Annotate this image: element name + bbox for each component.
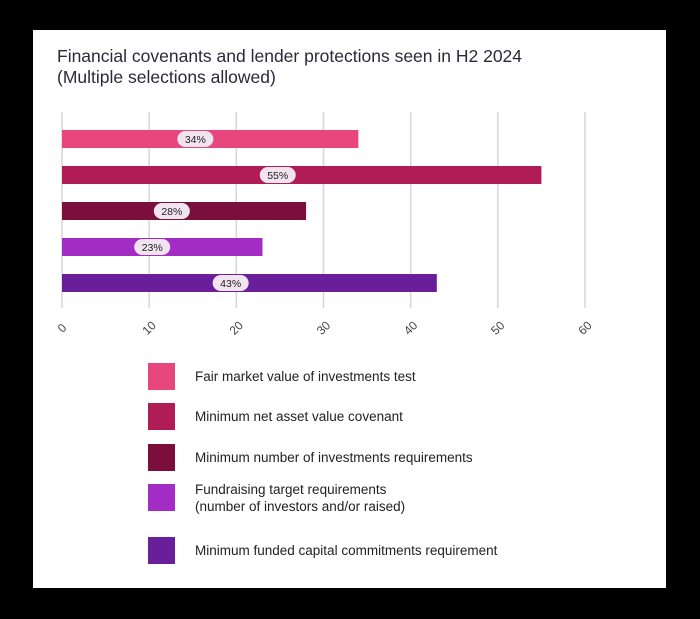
legend-label: Fundraising target requirements (number … [195,481,406,514]
legend-swatch [148,403,175,430]
data-label-pill [259,167,296,183]
legend-label: Fair market value of investments test [195,369,416,384]
bar [62,274,437,292]
x-tick-label: 20 [227,318,247,338]
data-label-pill [212,275,249,291]
data-label-pill [134,239,171,255]
x-tick-label: 0 [55,320,70,335]
chart-subtitle: (Multiple selections allowed) [57,67,276,87]
data-label-pill [153,203,190,219]
x-tick-label: 60 [575,318,595,338]
legend-label: Minimum number of investments requiremen… [195,450,473,465]
legend-label: Minimum net asset value covenant [195,409,403,424]
legend-swatch [148,537,175,564]
x-tick-label: 30 [314,318,334,338]
data-label: 34% [185,134,206,146]
legend-label: Minimum funded capital commitments requi… [195,543,498,558]
x-tick-label: 40 [401,318,421,338]
bar [62,166,542,184]
legend-swatch [148,444,175,471]
data-label: 28% [161,206,182,218]
x-tick-label: 10 [139,318,159,338]
data-label-pill [177,131,214,147]
legend-swatch [148,363,175,390]
legend-swatch [148,484,175,511]
data-label: 23% [142,242,163,254]
data-label: 55% [267,170,288,182]
data-label: 43% [220,278,241,290]
x-tick-label: 50 [488,318,508,338]
chart-title: Financial covenants and lender protectio… [57,46,523,66]
chart-panel [33,30,666,588]
